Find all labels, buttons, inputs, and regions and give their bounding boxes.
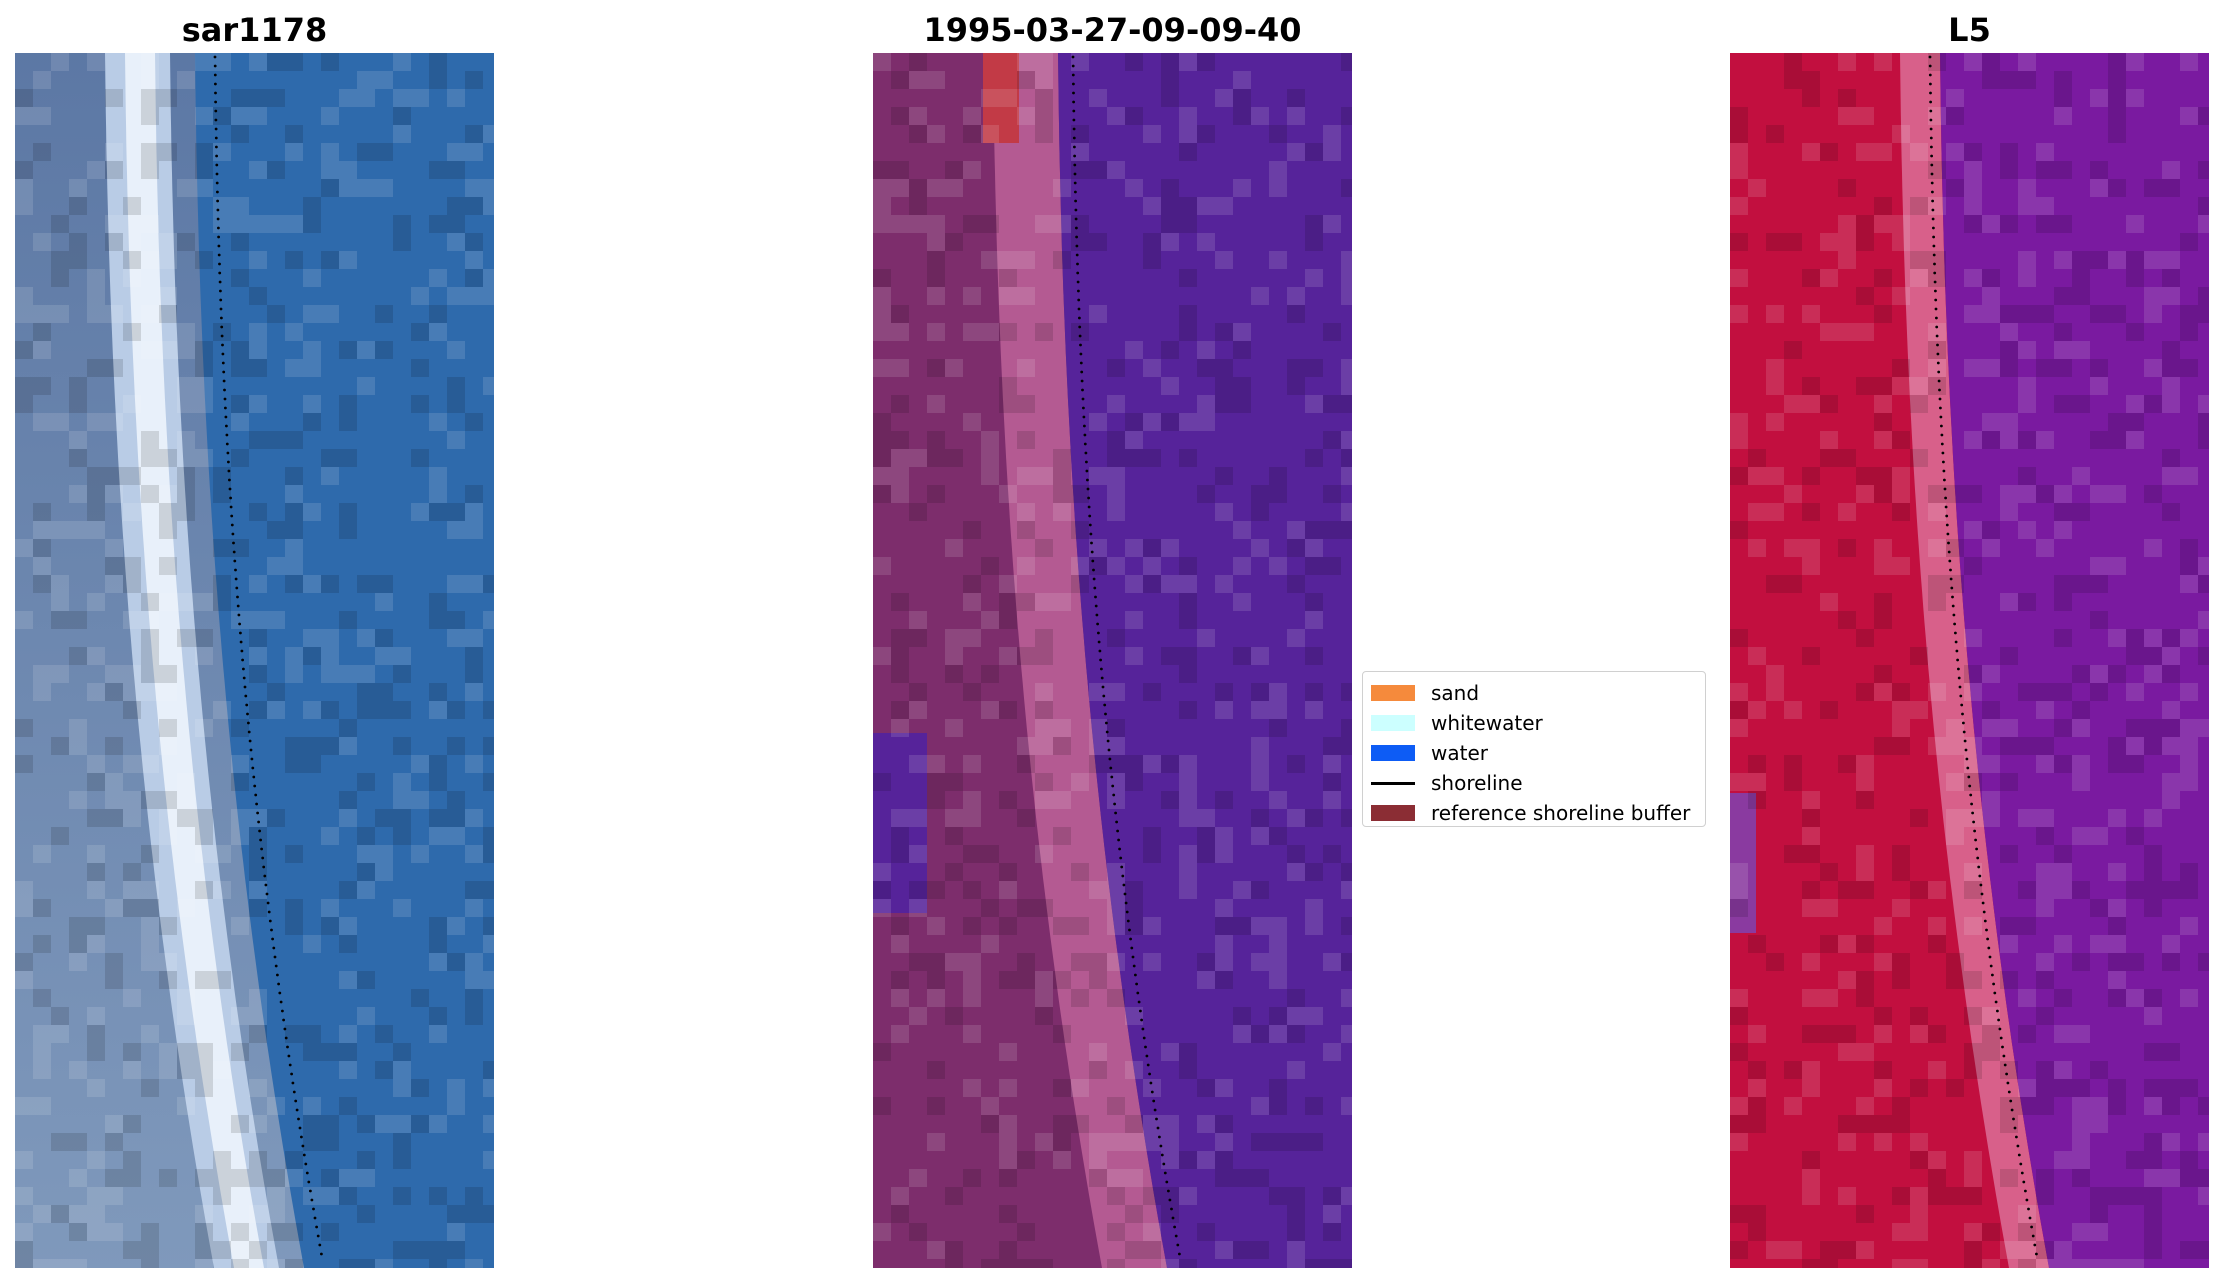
legend-swatch-sand xyxy=(1371,685,1415,701)
legend-label-sand: sand xyxy=(1431,681,1480,705)
pixel-texture xyxy=(1730,53,2209,1268)
water-class xyxy=(1058,53,1352,1268)
sand-class xyxy=(983,53,1019,143)
index-image-panel xyxy=(1730,53,2209,1268)
water-area xyxy=(195,53,494,1268)
legend-label-water: water xyxy=(1431,741,1488,765)
legend-swatch-whitewater xyxy=(1371,715,1415,731)
rgb-image-panel xyxy=(15,53,494,1268)
buffer-band xyxy=(993,53,1167,1268)
legend-item-whitewater: whitewater xyxy=(1371,708,1697,738)
legend-swatch-water xyxy=(1371,745,1415,761)
pixel-texture xyxy=(15,53,494,1268)
legend-label-reference-buffer: reference shoreline buffer xyxy=(1431,801,1691,825)
legend-item-sand: sand xyxy=(1371,678,1697,708)
legend: sand whitewater water shoreline referenc… xyxy=(1362,671,1706,827)
legend-item-water: water xyxy=(1371,738,1697,768)
shoreline-points xyxy=(213,55,323,1256)
legend-item-shoreline: shoreline xyxy=(1371,768,1697,798)
index-image xyxy=(1730,53,2209,1268)
shoreline-points xyxy=(1928,55,2038,1256)
rgb-image xyxy=(15,53,494,1268)
classified-image xyxy=(873,53,1352,1268)
legend-label-whitewater: whitewater xyxy=(1431,711,1543,735)
water-index xyxy=(1940,53,2209,1268)
panel-title-classified: 1995-03-27-09-09-40 xyxy=(923,11,1302,49)
index-patch xyxy=(1730,793,1756,933)
pixel-texture xyxy=(873,53,1352,1268)
shoreline-points xyxy=(1071,55,1181,1256)
surf-zone xyxy=(125,53,264,1268)
legend-item-reference-buffer: reference shoreline buffer xyxy=(1371,798,1697,828)
classified-image-panel xyxy=(873,53,1352,1268)
legend-swatch-reference-buffer xyxy=(1371,805,1415,821)
transition-band xyxy=(1900,53,2049,1268)
water-class-patch xyxy=(873,733,927,913)
panel-title-index: L5 xyxy=(1948,11,1991,49)
legend-line-shoreline xyxy=(1371,781,1415,785)
legend-label-shoreline: shoreline xyxy=(1431,771,1523,795)
panel-title-rgb: sar1178 xyxy=(181,11,328,49)
